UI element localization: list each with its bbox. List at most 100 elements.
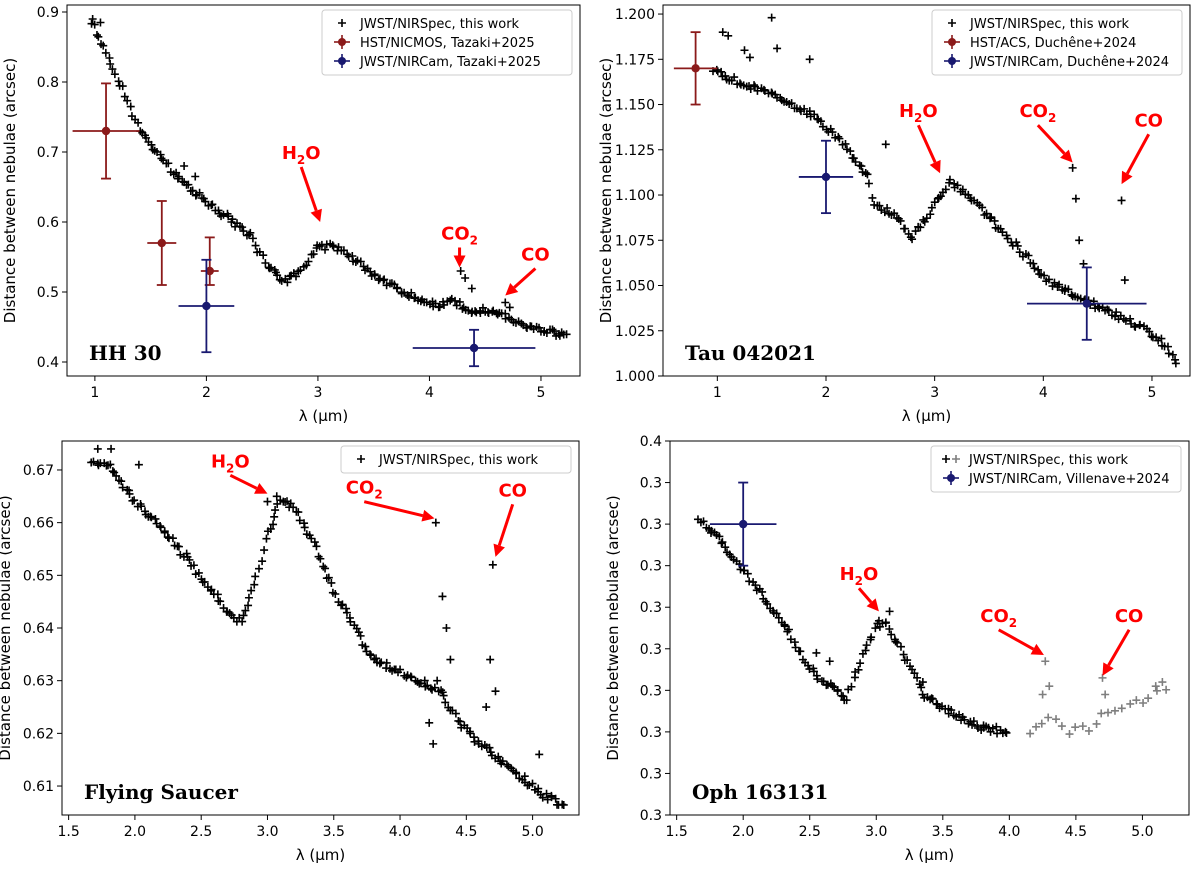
data-point — [309, 250, 318, 259]
data-point — [300, 523, 309, 532]
data-point — [339, 246, 348, 255]
x-tick-label: 3 — [313, 385, 322, 401]
y-tick-label: 1.050 — [615, 279, 655, 295]
data-point — [847, 682, 856, 691]
annotation-main: CO — [980, 606, 1009, 627]
data-point — [327, 578, 336, 587]
x-tick-label: 4 — [1039, 385, 1048, 401]
data-point — [123, 96, 132, 105]
data-point — [1029, 259, 1038, 268]
data-point — [1026, 729, 1035, 738]
legend-marker — [942, 455, 950, 463]
data-point — [750, 82, 759, 91]
data-point — [438, 592, 447, 601]
chart-panel-4: 1.5 2.0 2.5 3.0 3.5 4.0 4.5 5.0 0.3 0.3 0.3 0.3 0.3 0… — [604, 434, 1190, 864]
x-tick-label: 1 — [90, 385, 99, 401]
marker — [157, 238, 166, 248]
annotation-main: H — [282, 143, 297, 164]
annotation-1: H2O — [899, 101, 941, 174]
data-point — [258, 557, 267, 566]
data-point — [485, 743, 494, 752]
data-point — [321, 564, 330, 573]
annotation-main: CO — [1019, 101, 1048, 122]
y-axis-label: Distance between nebulae (arcsec) — [0, 495, 14, 760]
data-point — [194, 568, 203, 577]
data-point — [228, 215, 237, 224]
data-point — [163, 533, 172, 542]
data-point — [1065, 730, 1074, 739]
data-point — [494, 752, 503, 761]
x-tick-label: 3 — [930, 385, 939, 401]
data-point — [244, 230, 253, 239]
data-point — [740, 46, 749, 55]
x-tick-label: 2 — [822, 385, 831, 401]
data-point — [1136, 320, 1145, 329]
annotation-label: CO — [498, 480, 527, 501]
data-point — [1001, 727, 1010, 736]
arrow-shaft — [1125, 133, 1151, 175]
annotation-label: H2O — [282, 143, 321, 167]
data-point — [916, 223, 925, 232]
y-tick-label: 0.3 — [640, 600, 662, 616]
arrow-head — [254, 482, 268, 494]
annotation-label: CO — [521, 245, 550, 266]
data-point — [1071, 194, 1080, 203]
data-point — [92, 31, 101, 40]
data-point — [1071, 723, 1080, 732]
marker — [738, 519, 748, 529]
hst-point — [200, 236, 219, 286]
arrow-shaft — [997, 628, 1035, 651]
data-point — [271, 506, 280, 515]
data-point — [849, 154, 858, 163]
annotation-rest: O — [234, 451, 249, 472]
panel-label: Tau 042021 — [685, 341, 816, 365]
data-point — [467, 284, 476, 293]
data-point — [918, 678, 927, 687]
data-point — [913, 673, 922, 682]
legend: JWST/NIRSpec, this work HST/ACS, Duchêne+… — [931, 9, 1183, 76]
data-point — [164, 159, 173, 168]
data-point — [1045, 682, 1054, 691]
data-point — [108, 467, 117, 476]
data-point — [1144, 694, 1153, 703]
annotation-label: CO2 — [1019, 101, 1056, 125]
arrow-head — [1030, 643, 1044, 656]
y-tick-label: 1.175 — [615, 52, 655, 68]
data-point — [324, 573, 333, 582]
data-point — [1075, 236, 1084, 245]
data-point — [548, 325, 557, 334]
annotation-1: H2O — [211, 451, 268, 494]
data-point — [1079, 259, 1088, 268]
legend-entry: JWST/NIRSpec, this work — [968, 453, 1129, 468]
nircam-point — [412, 328, 536, 368]
y-tick-label: 0.8 — [37, 75, 59, 91]
data-point — [89, 457, 98, 466]
data-point — [953, 181, 962, 190]
data-point — [900, 224, 909, 233]
annotation-main: H — [211, 451, 226, 472]
x-tick-label: 1.5 — [666, 824, 688, 840]
data-point — [246, 228, 255, 237]
y-tick-label: 1.150 — [615, 98, 655, 114]
data-point — [331, 589, 340, 598]
data-point — [893, 638, 902, 647]
y-tick-label: 0.3 — [640, 766, 662, 782]
data-point — [875, 201, 884, 210]
annotation-subscript: 2 — [1009, 616, 1017, 630]
data-point — [780, 622, 789, 631]
y-tick-label: 0.3 — [640, 559, 662, 575]
data-point — [307, 534, 316, 543]
y-tick-label: 1.000 — [615, 369, 655, 385]
data-point — [493, 310, 502, 319]
data-point — [466, 729, 475, 738]
data-point — [451, 296, 460, 305]
data-point — [854, 665, 863, 674]
data-point — [1157, 334, 1166, 343]
data-point — [978, 203, 987, 212]
data-point — [338, 600, 347, 609]
data-point — [1103, 305, 1112, 314]
data-point — [1171, 355, 1180, 364]
data-point — [805, 107, 814, 116]
plot-frame — [669, 440, 1190, 816]
data-point — [842, 696, 851, 705]
